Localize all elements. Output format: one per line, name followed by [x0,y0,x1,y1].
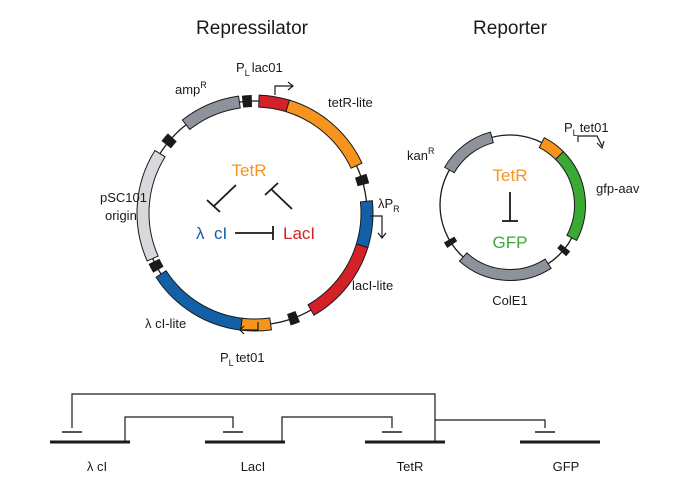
promoter-plac-label: PL lac01 [236,60,283,78]
restriction-site-marker [354,173,370,187]
repressilator-plasmid [136,94,374,332]
ampR-label: ampR [175,80,207,97]
promoter-arrow-tet [240,322,259,331]
colE1-label: ColE1 [492,293,527,308]
wire-tetR-to-gfp [435,419,546,428]
lac-promoter-segment [258,94,291,113]
wire-tetR-to-lambda [71,393,436,442]
reporter-inner-tetR: TetR [493,166,528,185]
restriction-site-marker [148,258,164,273]
origin-label-line1: pSC101 [100,190,147,205]
promoter-arrowhead-tet [239,325,245,335]
reporter-restriction-site-marker [557,244,571,257]
lacI-lite-label: lacI-lite [352,278,393,293]
promoter-arrow-lac [274,85,292,95]
lambda-promoter-label: λPR [378,196,400,214]
repression-lacI-tetR [270,188,293,210]
origin-segment [136,149,166,262]
wire-lambda-to-lacI [124,416,234,442]
tetR-lite-segment [285,99,363,169]
restriction-site-marker [161,133,177,149]
lacI-lite-segment [307,243,369,316]
reporter-restriction-site-marker [443,236,458,248]
gene-label-gfp: GFP [553,459,580,474]
inner-repression-arrows [206,182,293,240]
kanR-segment [443,131,494,174]
lambda-cl-lite-label: λ cI-lite [145,316,186,331]
tetR-lite-label: tetR-lite [328,95,373,110]
promoter-arrowhead-lac [287,81,294,91]
gfp-aav-segment [554,150,586,242]
gene-label-lambda: λ cI [87,459,107,474]
reporter-inner-gfp: GFP [493,233,528,252]
repression-tetR-lambda [213,184,237,207]
reporter-repression-arrow [502,192,518,222]
restriction-site-marker [287,311,300,326]
gene-network [50,393,600,444]
promoter-ptet-label: PL tet01 [220,350,265,368]
repressilator-title: Repressilator [196,18,309,39]
gene-label-tetR: TetR [397,459,424,474]
inner-lambda-text: λ [196,224,205,243]
inner-lacI-text: LacI [283,224,315,243]
tet-promoter-segment [240,317,272,332]
inner-cl-text: cI [214,224,227,243]
inner-tetR-text: TetR [232,161,267,180]
wire-lacI-to-tetR [281,416,393,442]
restriction-site-marker [241,95,253,108]
lambda-promoter-segment [355,200,374,249]
ampR-segment [181,95,241,131]
colE1-segment [458,252,552,281]
lambda-cl-lite-segment [155,270,243,331]
gene-label-lacI: LacI [241,459,266,474]
gfp-aav-label: gfp-aav [596,181,640,196]
repression-bar-lacI-tetR [264,182,279,196]
origin-label-line2: origin [105,208,137,223]
reporter-plasmid [439,131,586,281]
kanR-label: kanR [407,146,435,163]
reporter-promoter-label: PL tet01 [564,120,609,138]
promoter-arrow-lambda [370,215,383,238]
reporter-title: Reporter [473,18,548,39]
reporter-promoter-arrowhead [596,140,605,150]
repression-bar-tetR-lambda [206,199,221,213]
promoter-arrowhead-lambda [377,232,387,239]
reporter-promoter-arrow [577,135,603,147]
